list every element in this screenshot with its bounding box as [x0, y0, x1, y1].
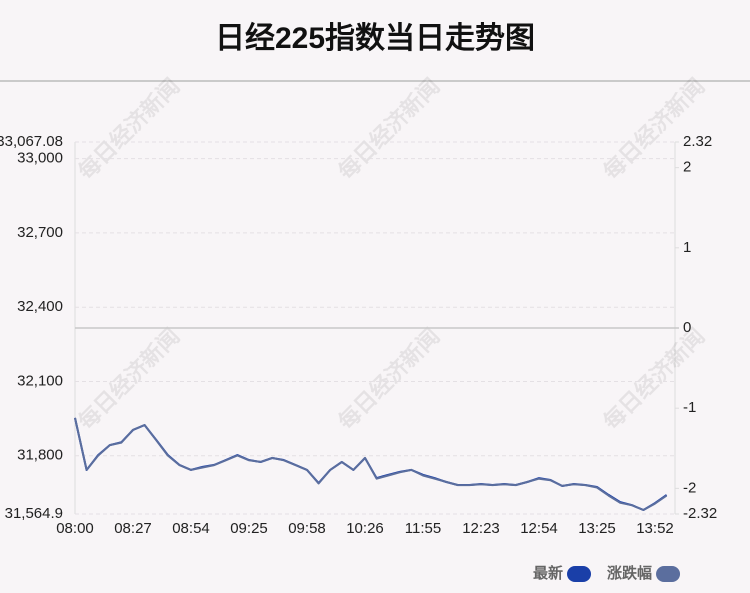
x-tick-label: 13:52: [636, 520, 674, 537]
y-tick-label: 33,000: [17, 150, 63, 167]
y2-tick-label: -1: [683, 399, 696, 416]
x-tick-label: 08:00: [56, 520, 94, 537]
series-line: [74, 417, 668, 511]
legend-swatch: [567, 566, 592, 582]
x-tick-label: 13:25: [578, 520, 616, 537]
x-tick-label: 11:55: [405, 520, 441, 537]
x-tick-label: 12:54: [520, 520, 558, 537]
y-tick-label: 32,400: [17, 298, 63, 315]
y-tick-label: 31,564.9: [5, 505, 63, 522]
legend-label: 涨跌幅: [607, 564, 652, 582]
chart-title: 日经225指数当日走势图: [215, 21, 535, 55]
y2-tick-label: 2.32: [683, 133, 712, 150]
legend-swatch: [656, 566, 681, 582]
y2-tick-label: 2: [683, 159, 691, 176]
legend-label: 最新: [533, 564, 563, 582]
y-tick-label: 32,700: [17, 224, 63, 241]
x-tick-label: 12:23: [462, 520, 500, 537]
y2-tick-label: 0: [683, 319, 691, 336]
y-tick-label: 33,067.08: [0, 133, 63, 150]
y2-tick-label: 1: [683, 239, 691, 256]
y2-tick-label: -2.32: [683, 505, 717, 522]
y2-tick-label: -2: [683, 479, 696, 496]
x-tick-label: 09:58: [288, 520, 326, 537]
y-tick-label: 32,100: [17, 372, 63, 389]
x-tick-label: 09:25: [230, 520, 268, 537]
x-tick-label: 08:54: [172, 520, 210, 537]
y-tick-label: 31,800: [17, 447, 63, 464]
x-tick-label: 10:26: [346, 520, 384, 537]
x-tick-label: 08:27: [114, 520, 152, 537]
